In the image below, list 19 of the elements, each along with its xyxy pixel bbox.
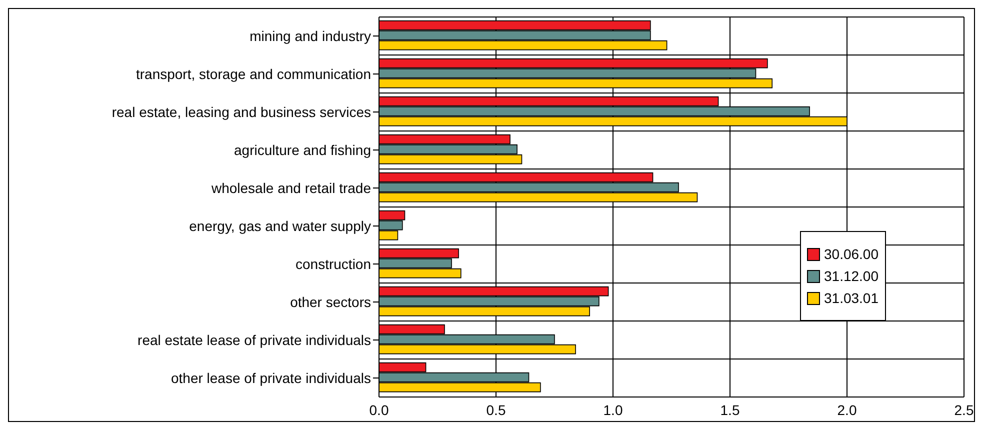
x-tick-label: 2.0 <box>837 402 857 418</box>
x-tick-label: 0.0 <box>369 402 389 418</box>
legend-label: 31.03.01 <box>824 290 878 306</box>
x-tick-label: 1.5 <box>720 402 740 418</box>
y-tick-label: construction <box>296 256 371 272</box>
y-tick-label: energy, gas and water supply <box>189 218 371 234</box>
y-tick-label: mining and industry <box>250 28 371 44</box>
x-tick-label: 0.5 <box>486 402 506 418</box>
y-tick-label: wholesale and retail trade <box>210 180 372 196</box>
y-tick-label: transport, storage and communication <box>136 66 371 82</box>
y-tick-label: other sectors <box>290 294 371 310</box>
y-tick-label: agriculture and fishing <box>234 142 371 158</box>
x-tick-label: 2.5 <box>954 402 974 418</box>
legend-label: 30.06.00 <box>824 246 878 262</box>
y-tick-label: real estate lease of private individuals <box>138 332 371 348</box>
y-tick-label: other lease of private individuals <box>170 370 371 386</box>
x-tick-label: 1.0 <box>603 402 623 418</box>
legend-label: 31.12.00 <box>824 268 878 284</box>
y-tick-label: real estate, leasing and business services <box>112 104 371 120</box>
